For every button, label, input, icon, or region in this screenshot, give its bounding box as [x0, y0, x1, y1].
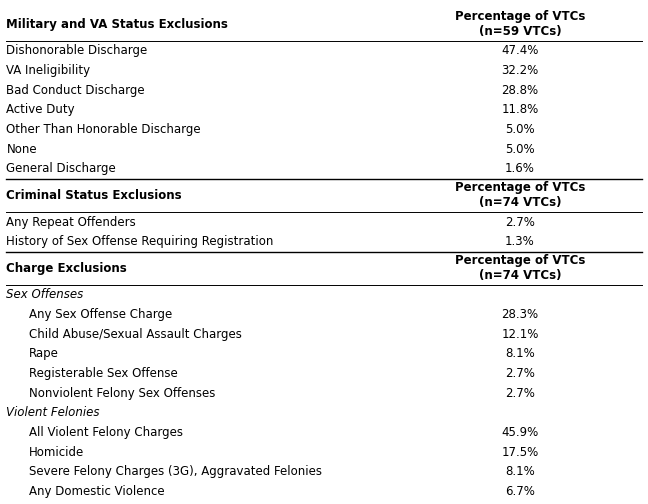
Text: 11.8%: 11.8%	[502, 103, 538, 116]
Text: 2.7%: 2.7%	[505, 367, 535, 380]
Text: VA Ineligibility: VA Ineligibility	[6, 64, 91, 77]
Text: Child Abuse/Sexual Assault Charges: Child Abuse/Sexual Assault Charges	[29, 328, 242, 341]
Text: 12.1%: 12.1%	[502, 328, 538, 341]
Text: Any Domestic Violence: Any Domestic Violence	[29, 485, 165, 498]
Text: Rape: Rape	[29, 347, 59, 360]
Text: Other Than Honorable Discharge: Other Than Honorable Discharge	[6, 123, 201, 136]
Text: Violent Felonies: Violent Felonies	[6, 406, 100, 419]
Text: Percentage of VTCs
(n=74 VTCs): Percentage of VTCs (n=74 VTCs)	[455, 255, 585, 282]
Text: 17.5%: 17.5%	[502, 446, 538, 459]
Text: 28.8%: 28.8%	[502, 84, 538, 97]
Text: 32.2%: 32.2%	[502, 64, 538, 77]
Text: Any Repeat Offenders: Any Repeat Offenders	[6, 216, 136, 228]
Text: 5.0%: 5.0%	[505, 123, 535, 136]
Text: Dishonorable Discharge: Dishonorable Discharge	[6, 44, 148, 57]
Text: Registerable Sex Offense: Registerable Sex Offense	[29, 367, 178, 380]
Text: Active Duty: Active Duty	[6, 103, 75, 116]
Text: 8.1%: 8.1%	[505, 466, 535, 478]
Text: Military and VA Status Exclusions: Military and VA Status Exclusions	[6, 18, 228, 31]
Text: Charge Exclusions: Charge Exclusions	[6, 262, 127, 275]
Text: Homicide: Homicide	[29, 446, 84, 459]
Text: General Discharge: General Discharge	[6, 162, 116, 175]
Text: 47.4%: 47.4%	[502, 44, 538, 57]
Text: Severe Felony Charges (3G), Aggravated Felonies: Severe Felony Charges (3G), Aggravated F…	[29, 466, 322, 478]
Text: 5.0%: 5.0%	[505, 143, 535, 156]
Text: Percentage of VTCs
(n=74 VTCs): Percentage of VTCs (n=74 VTCs)	[455, 181, 585, 210]
Text: Any Sex Offense Charge: Any Sex Offense Charge	[29, 308, 172, 321]
Text: 45.9%: 45.9%	[502, 426, 538, 439]
Text: All Violent Felony Charges: All Violent Felony Charges	[29, 426, 183, 439]
Text: 1.3%: 1.3%	[505, 235, 535, 248]
Text: 8.1%: 8.1%	[505, 347, 535, 360]
Text: 2.7%: 2.7%	[505, 216, 535, 228]
Text: 28.3%: 28.3%	[502, 308, 538, 321]
Text: Criminal Status Exclusions: Criminal Status Exclusions	[6, 189, 182, 202]
Text: Percentage of VTCs
(n=59 VTCs): Percentage of VTCs (n=59 VTCs)	[455, 10, 585, 38]
Text: 6.7%: 6.7%	[505, 485, 535, 498]
Text: History of Sex Offense Requiring Registration: History of Sex Offense Requiring Registr…	[6, 235, 274, 248]
Text: None: None	[6, 143, 37, 156]
Text: Sex Offenses: Sex Offenses	[6, 288, 84, 301]
Text: Nonviolent Felony Sex Offenses: Nonviolent Felony Sex Offenses	[29, 387, 216, 400]
Text: 1.6%: 1.6%	[505, 162, 535, 175]
Text: Bad Conduct Discharge: Bad Conduct Discharge	[6, 84, 145, 97]
Text: 2.7%: 2.7%	[505, 387, 535, 400]
